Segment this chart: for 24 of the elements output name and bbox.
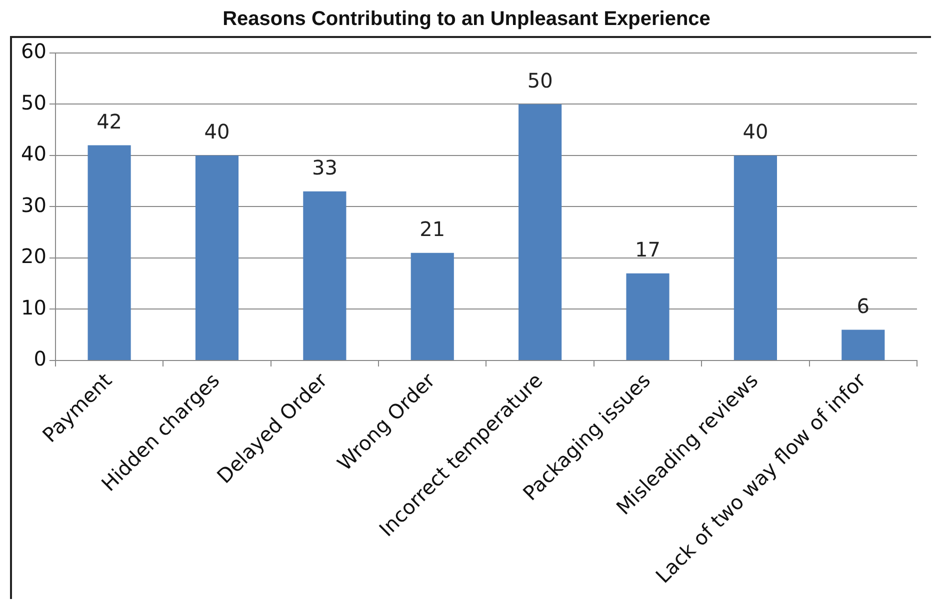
y-tick-label: 10 — [20, 295, 46, 320]
data-label: 6 — [856, 294, 870, 318]
data-label: 40 — [204, 120, 230, 144]
y-tick-label: 0 — [34, 346, 46, 371]
y-tick-label: 60 — [20, 39, 46, 64]
bar — [88, 145, 131, 360]
chart-title: Reasons Contributing to an Unpleasant Experience — [222, 7, 712, 32]
bar — [842, 330, 885, 360]
data-label: 17 — [635, 238, 660, 262]
data-label: 21 — [420, 217, 446, 242]
data-label: 40 — [742, 120, 768, 144]
bar — [303, 191, 346, 360]
bar — [734, 155, 777, 360]
y-tick-label: 30 — [20, 192, 46, 217]
data-label: 33 — [312, 156, 338, 180]
data-label: 42 — [96, 109, 122, 134]
bar — [195, 155, 239, 360]
y-tick-label: 40 — [20, 142, 46, 166]
bar — [410, 252, 454, 360]
y-tick-label: 50 — [20, 90, 46, 114]
bar — [626, 273, 670, 360]
data-label: 50 — [527, 68, 553, 92]
bar — [518, 104, 562, 360]
y-tick-label: 20 — [20, 244, 46, 268]
